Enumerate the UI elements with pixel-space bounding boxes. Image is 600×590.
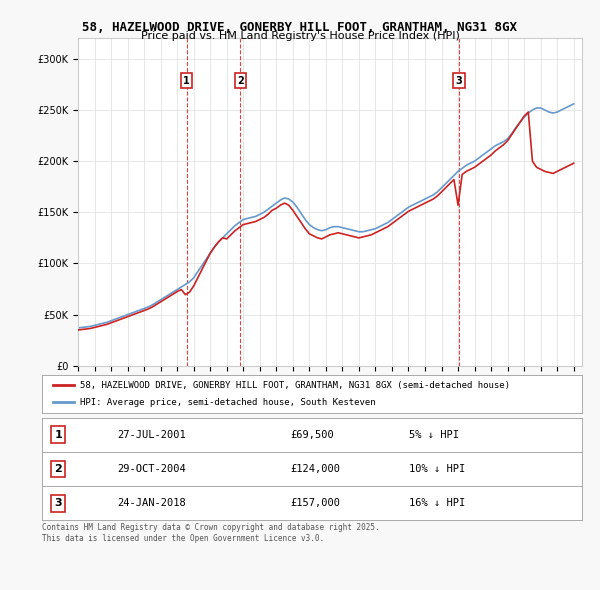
Text: 3: 3 — [55, 499, 62, 508]
Text: 3: 3 — [456, 76, 463, 86]
Text: £69,500: £69,500 — [290, 430, 334, 440]
Text: 27-JUL-2001: 27-JUL-2001 — [118, 430, 187, 440]
Text: Price paid vs. HM Land Registry's House Price Index (HPI): Price paid vs. HM Land Registry's House … — [140, 31, 460, 41]
Text: 2: 2 — [55, 464, 62, 474]
Text: HPI: Average price, semi-detached house, South Kesteven: HPI: Average price, semi-detached house,… — [80, 398, 376, 407]
Text: 58, HAZELWOOD DRIVE, GONERBY HILL FOOT, GRANTHAM, NG31 8GX (semi-detached house): 58, HAZELWOOD DRIVE, GONERBY HILL FOOT, … — [80, 381, 510, 390]
Text: 1: 1 — [183, 76, 190, 86]
Text: 5% ↓ HPI: 5% ↓ HPI — [409, 430, 459, 440]
Text: 24-JAN-2018: 24-JAN-2018 — [118, 499, 187, 508]
Text: 58, HAZELWOOD DRIVE, GONERBY HILL FOOT, GRANTHAM, NG31 8GX: 58, HAZELWOOD DRIVE, GONERBY HILL FOOT, … — [83, 21, 517, 34]
Text: £157,000: £157,000 — [290, 499, 340, 508]
Text: £124,000: £124,000 — [290, 464, 340, 474]
Text: Contains HM Land Registry data © Crown copyright and database right 2025.
This d: Contains HM Land Registry data © Crown c… — [42, 523, 380, 543]
Text: 2: 2 — [237, 76, 244, 86]
Text: 1: 1 — [55, 430, 62, 440]
Text: 16% ↓ HPI: 16% ↓ HPI — [409, 499, 466, 508]
Text: 10% ↓ HPI: 10% ↓ HPI — [409, 464, 466, 474]
Text: 29-OCT-2004: 29-OCT-2004 — [118, 464, 187, 474]
